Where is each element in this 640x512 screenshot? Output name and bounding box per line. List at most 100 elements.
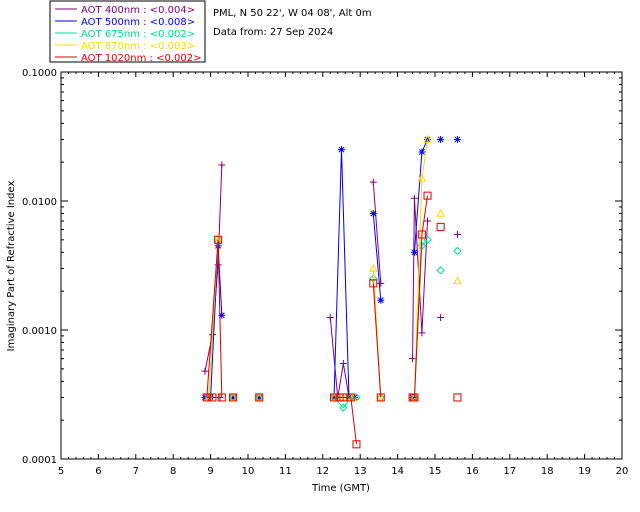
data-point-square	[436, 222, 445, 231]
data-point-square	[423, 191, 432, 200]
series-line	[372, 182, 382, 284]
data-point-triangle	[423, 134, 432, 143]
data-point-diamond	[423, 235, 432, 245]
data-point-star	[338, 146, 345, 154]
data-point-square	[417, 230, 426, 239]
data-point-plus	[218, 161, 226, 169]
data-point-triangle	[376, 392, 386, 401]
series-line	[413, 195, 429, 398]
series-line	[206, 239, 223, 398]
data-point-square	[352, 440, 361, 449]
series-line	[333, 149, 350, 398]
y-tick-label: 0.0100	[22, 197, 57, 208]
data-point-plus	[369, 178, 377, 186]
data-point-star	[410, 248, 418, 256]
data-point-diamond	[436, 266, 445, 275]
series-line	[372, 213, 382, 301]
location-label: PML, N 50 22', W 04 08', Alt 0m	[213, 8, 372, 19]
data-point-square	[346, 393, 355, 402]
legend-label: AOT 870nm : <0.003>	[81, 41, 195, 52]
x-tick-label: 18	[541, 466, 554, 477]
y-axis-label: Imaginary Part of Refractive Index	[6, 181, 17, 352]
data-point-plus	[437, 313, 445, 321]
data-point-square	[255, 393, 264, 402]
data-point-square	[408, 393, 417, 402]
data-point-triangle	[254, 392, 264, 401]
x-tick-label: 19	[578, 466, 591, 477]
data-point-star	[369, 210, 377, 218]
data-point-diamond	[369, 274, 378, 283]
data-point-star	[418, 148, 426, 156]
data-point-square	[376, 393, 385, 402]
data-point-triangle	[453, 276, 462, 285]
x-tick-label: 11	[279, 466, 292, 477]
data-point-triangle	[417, 173, 427, 182]
plot-frame	[60, 71, 623, 460]
data-point-diamond	[339, 403, 348, 412]
x-tick-label: 15	[429, 466, 442, 477]
data-point-square	[453, 393, 462, 402]
y-tick-label: 0.0010	[22, 326, 57, 337]
data-point-plus	[409, 355, 417, 363]
data-point-star	[229, 393, 237, 401]
legend-label: AOT 675nm : <0.002>	[81, 29, 195, 40]
data-point-diamond	[453, 246, 462, 256]
data-point-square	[214, 235, 223, 244]
x-tick-label: 10	[242, 466, 255, 477]
x-axis-label: Time (GMT)	[311, 483, 370, 494]
y-tick-label: 0.0001	[22, 455, 57, 466]
data-point-plus	[418, 329, 426, 337]
legend-box	[49, 0, 206, 63]
data-point-triangle	[436, 208, 445, 217]
series-0	[201, 161, 461, 401]
data-point-plus	[326, 313, 334, 321]
data-point-square	[330, 393, 339, 402]
data-point-triangle	[228, 392, 238, 401]
data-point-square	[335, 393, 344, 402]
legend-label: AOT 1020nm : <0.002>	[81, 53, 201, 64]
x-tick-label: 9	[207, 466, 213, 477]
legend-label: AOT 500nm : <0.008>	[81, 17, 195, 28]
data-point-star	[218, 311, 226, 319]
data-point-plus	[201, 367, 209, 375]
data-point-star	[255, 393, 263, 401]
series-line	[329, 317, 350, 398]
data-point-star	[453, 135, 461, 143]
data-point-square	[229, 393, 238, 402]
x-tick-label: 6	[95, 466, 101, 477]
series-line	[412, 198, 429, 359]
data-point-plus	[214, 261, 222, 269]
data-point-plus	[410, 194, 418, 202]
x-tick-label: 17	[503, 466, 516, 477]
data-point-square	[369, 279, 378, 288]
data-point-star	[437, 135, 445, 143]
series-line	[413, 139, 429, 398]
x-tick-label: 16	[466, 466, 479, 477]
data-point-square	[202, 393, 211, 402]
y-tick-label: 0.1000	[22, 68, 57, 79]
data-point-square	[208, 393, 217, 402]
plot-area: 5 6 7 8 9 10 11 12 13 14 15 16 17 18 19 20 0.0001 0.0010 0…	[22, 68, 628, 477]
data-point-plus	[424, 217, 432, 225]
legend: AOT 400nm : <0.004>AOT 500nm : <0.008>AO…	[49, 0, 206, 64]
data-point-square	[217, 393, 226, 402]
data-point-plus	[216, 393, 224, 401]
x-tick-label: 14	[391, 466, 404, 477]
x-tick-label: 8	[170, 466, 176, 477]
series-3	[204, 134, 462, 401]
x-tick-label: 12	[316, 466, 329, 477]
series-4	[202, 191, 462, 449]
series-line	[372, 283, 382, 398]
legend-label: AOT 400nm : <0.004>	[81, 5, 195, 16]
x-tick-label: 13	[354, 466, 367, 477]
x-tick-label: 7	[133, 466, 139, 477]
data-point-plus	[339, 359, 347, 367]
x-tick-label: 5	[58, 466, 64, 477]
data-point-star	[424, 135, 432, 143]
data-point-triangle	[368, 263, 378, 272]
x-tick-label: 20	[616, 466, 629, 477]
data-point-star	[377, 296, 385, 304]
date-label: Data from: 27 Sep 2024	[213, 27, 333, 38]
data-point-plus	[453, 230, 461, 238]
